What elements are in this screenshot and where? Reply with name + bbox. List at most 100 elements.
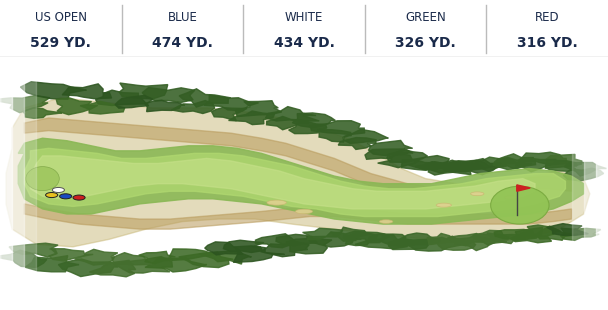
Text: 434 YD.: 434 YD. [274, 36, 334, 50]
Polygon shape [460, 159, 503, 175]
Ellipse shape [436, 203, 451, 207]
Polygon shape [223, 240, 264, 252]
Polygon shape [170, 249, 214, 260]
Polygon shape [233, 246, 285, 262]
Polygon shape [292, 113, 336, 128]
Polygon shape [145, 100, 185, 112]
Polygon shape [547, 224, 589, 235]
Text: BLUE: BLUE [167, 11, 198, 24]
Polygon shape [6, 98, 590, 247]
Ellipse shape [505, 196, 517, 199]
Polygon shape [80, 101, 125, 114]
Polygon shape [401, 160, 443, 170]
Polygon shape [30, 156, 535, 209]
Polygon shape [266, 107, 319, 121]
Polygon shape [0, 57, 608, 68]
Polygon shape [0, 95, 50, 113]
Polygon shape [286, 239, 332, 254]
Text: 529 YD.: 529 YD. [30, 36, 91, 50]
Polygon shape [18, 138, 584, 224]
Text: WHITE: WHITE [285, 11, 323, 24]
Polygon shape [344, 129, 389, 144]
Polygon shape [179, 252, 233, 268]
Polygon shape [0, 305, 608, 310]
Polygon shape [474, 157, 518, 171]
Polygon shape [517, 185, 530, 191]
Polygon shape [510, 228, 551, 243]
Polygon shape [355, 234, 409, 249]
Circle shape [46, 193, 58, 197]
Circle shape [60, 194, 72, 199]
Polygon shape [389, 239, 433, 250]
Polygon shape [205, 242, 243, 255]
Polygon shape [379, 234, 417, 246]
Polygon shape [454, 234, 506, 250]
Ellipse shape [379, 220, 393, 223]
Polygon shape [596, 57, 608, 310]
Polygon shape [426, 160, 469, 173]
Polygon shape [343, 231, 385, 246]
Polygon shape [119, 83, 168, 99]
Polygon shape [368, 140, 413, 156]
Polygon shape [112, 253, 152, 265]
Polygon shape [204, 95, 258, 111]
Polygon shape [0, 57, 36, 310]
Polygon shape [584, 57, 608, 310]
Polygon shape [267, 117, 309, 130]
Polygon shape [351, 232, 390, 243]
Text: 474 YD.: 474 YD. [152, 36, 213, 50]
Polygon shape [145, 258, 207, 272]
Polygon shape [23, 108, 62, 118]
Circle shape [73, 195, 85, 200]
Ellipse shape [491, 186, 549, 224]
Polygon shape [0, 300, 608, 310]
Polygon shape [24, 204, 572, 229]
Polygon shape [179, 89, 230, 107]
Ellipse shape [26, 166, 60, 191]
Circle shape [52, 188, 64, 193]
Polygon shape [497, 154, 536, 169]
Polygon shape [409, 156, 449, 170]
Polygon shape [440, 161, 485, 175]
Polygon shape [255, 234, 295, 248]
Polygon shape [474, 230, 509, 246]
Polygon shape [545, 154, 582, 168]
Polygon shape [0, 57, 12, 310]
Polygon shape [494, 229, 541, 240]
Polygon shape [115, 95, 153, 108]
Polygon shape [415, 162, 458, 175]
Polygon shape [0, 57, 608, 73]
Polygon shape [95, 90, 147, 105]
Polygon shape [21, 82, 86, 99]
Polygon shape [235, 101, 282, 117]
Polygon shape [545, 160, 577, 171]
Polygon shape [447, 233, 491, 246]
Polygon shape [115, 257, 173, 273]
Polygon shape [564, 168, 604, 181]
Polygon shape [387, 150, 427, 162]
Polygon shape [537, 226, 578, 240]
Polygon shape [75, 249, 118, 265]
Ellipse shape [471, 192, 484, 196]
Polygon shape [318, 130, 351, 142]
Polygon shape [561, 228, 601, 240]
Text: GREEN: GREEN [405, 11, 446, 24]
Polygon shape [365, 149, 408, 159]
Polygon shape [49, 249, 93, 261]
Polygon shape [402, 237, 465, 251]
Text: 316 YD.: 316 YD. [517, 36, 578, 50]
Polygon shape [199, 251, 252, 264]
Polygon shape [310, 121, 365, 135]
Polygon shape [24, 118, 572, 196]
Polygon shape [0, 57, 24, 310]
Polygon shape [139, 251, 176, 264]
Polygon shape [487, 233, 527, 244]
Polygon shape [0, 250, 47, 268]
Polygon shape [520, 225, 561, 237]
Polygon shape [564, 162, 606, 176]
Polygon shape [518, 152, 567, 165]
Polygon shape [289, 122, 326, 134]
Polygon shape [62, 84, 112, 99]
Text: US OPEN: US OPEN [35, 11, 87, 24]
Polygon shape [572, 57, 608, 310]
